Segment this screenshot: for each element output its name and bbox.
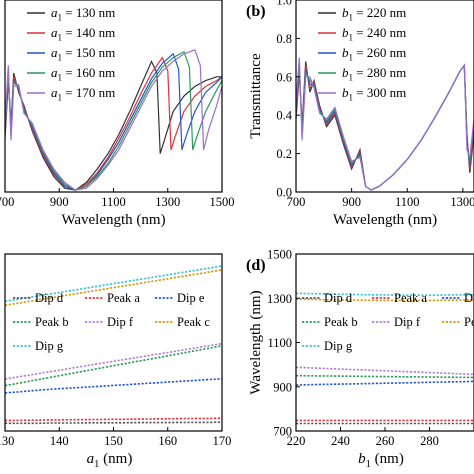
series-line-dip-d <box>5 421 222 425</box>
legend: b1 = 220 nm b1 = 240 nm b1 = 260 nm b1 = 28… <box>318 5 406 102</box>
series-line-dip-f <box>5 342 222 380</box>
x-axis-label: a1 (nm) <box>87 451 133 470</box>
y-tick-label: 0.4 <box>276 109 292 123</box>
legend: Dip d Peak a Dip e Peak b Dip f Peak c Dip g <box>13 291 210 353</box>
chart-panel-1: 700 900 1100 1300 0.0 0.2 0.4 0.6 0.8 1.0 Waveleng… <box>246 0 474 228</box>
x-tick-label: 160 <box>158 434 177 448</box>
y-tick-label: 0.6 <box>276 70 292 84</box>
series-line-peak-b <box>296 374 474 379</box>
legend-entry: Peak b <box>35 315 69 329</box>
chart-panel-3: 220 240 260 280 700 900 1100 1300 1500 b1 (nm) Wav… <box>246 248 474 470</box>
y-tick-label: 0.0 <box>276 186 292 200</box>
y-tick-label: 0.2 <box>276 147 292 161</box>
y-tick-label: 1300 <box>267 292 292 306</box>
x-tick-label: 1300 <box>450 195 474 209</box>
legend-entry: a1 = 130 nm <box>51 5 115 22</box>
x-tick-label: 280 <box>420 434 439 448</box>
legend-entry: Dip e <box>464 291 474 305</box>
legend-entry: a1 = 170 nm <box>51 85 115 102</box>
x-tick-label: 700 <box>287 195 306 209</box>
legend-entry: a1 = 150 nm <box>51 45 115 62</box>
series-line-b-300-nm <box>296 57 474 191</box>
y-tick-label: 1500 <box>267 248 292 262</box>
x-tick-label: 240 <box>331 434 350 448</box>
x-tick-label: 1100 <box>101 195 126 209</box>
x-tick-label: 1300 <box>155 195 180 209</box>
legend-entry: Dip g <box>35 339 64 353</box>
y-axis-label: Wavelength (nm) <box>248 290 264 394</box>
series-line-b-280-nm <box>296 61 474 191</box>
x-axis-label: Wavelength (nm) <box>61 212 165 228</box>
panel-label: (b) <box>246 3 266 20</box>
legend-entry: a1 = 140 nm <box>51 25 115 42</box>
legend-entry: Dip f <box>107 315 134 329</box>
y-tick-label: 700 <box>273 425 292 439</box>
series-line-peak-b <box>5 345 222 387</box>
legend-entry: Peak c <box>464 315 474 329</box>
x-tick-label: 260 <box>376 434 395 448</box>
plot-area <box>5 265 222 425</box>
plot-area <box>5 49 222 191</box>
legend: Dip d Peak a Dip e Peak b Dip f Peak c Dip g <box>302 291 474 353</box>
x-axis-label: Wavelength (nm) <box>333 212 437 228</box>
y-tick-label: 1.0 <box>276 0 292 8</box>
axes-frame <box>295 0 474 193</box>
x-tick-label: 150 <box>104 434 123 448</box>
legend-entry: b1 = 260 nm <box>342 45 406 62</box>
series-line-dip-e <box>296 380 474 386</box>
legend-entry: Dip f <box>394 315 421 329</box>
chart-panel-0: 700 900 1100 1300 1500 Wavelength (nm) a1 = 13… <box>0 0 235 228</box>
y-tick-label: 0.8 <box>276 32 292 46</box>
x-tick-label: 1500 <box>210 195 235 209</box>
x-tick-label: 1100 <box>395 195 420 209</box>
legend-entry: Peak b <box>324 315 358 329</box>
x-tick-label: 700 <box>0 195 14 209</box>
legend-entry: Peak a <box>107 291 140 305</box>
x-tick-label: 900 <box>342 195 361 209</box>
legend-entry: a1 = 160 nm <box>51 65 115 82</box>
axes-frame <box>295 253 474 432</box>
series-line-peak-c <box>5 269 222 307</box>
series-line-dip-g <box>5 265 222 303</box>
x-tick-label: 900 <box>50 195 69 209</box>
series-line-peak-a <box>5 417 222 422</box>
legend-entry: b1 = 240 nm <box>342 25 406 42</box>
legend-entry: Peak a <box>394 291 427 305</box>
legend-entry: Peak c <box>177 315 210 329</box>
legend-entry: b1 = 280 nm <box>342 65 406 82</box>
legend-entry: b1 = 220 nm <box>342 5 406 22</box>
y-axis-label: Transmittance <box>248 53 264 139</box>
legend-entry: Dip d <box>324 291 353 305</box>
legend-entry: b1 = 300 nm <box>342 85 406 102</box>
plot-area <box>296 292 474 425</box>
series-line-dip-f <box>296 366 474 376</box>
series-line-b-220-nm <box>296 61 474 191</box>
series-line-a-170-nm <box>5 49 222 191</box>
x-tick-label: 130 <box>0 434 14 448</box>
y-tick-label: 900 <box>273 380 292 394</box>
series-line-dip-g <box>296 292 474 296</box>
chart-panel-2: 130 140 150 160 170 a1 (nm) Dip d Peak a Dip e Pe… <box>0 253 232 470</box>
x-tick-label: 220 <box>287 434 306 448</box>
plot-area <box>296 57 474 191</box>
series-line-peak-c <box>296 298 474 302</box>
x-axis-label: b1 (nm) <box>358 451 404 470</box>
legend: a1 = 130 nm a1 = 140 nm a1 = 150 nm a1 = 16… <box>27 5 115 102</box>
x-tick-label: 170 <box>213 434 232 448</box>
legend-entry: Dip d <box>35 291 64 305</box>
x-tick-label: 140 <box>50 434 69 448</box>
panel-label: (d) <box>246 257 266 274</box>
series-line-dip-e <box>5 378 222 394</box>
legend-entry: Dip g <box>324 339 353 353</box>
legend-entry: Dip e <box>177 291 205 305</box>
y-tick-label: 1100 <box>267 336 292 350</box>
